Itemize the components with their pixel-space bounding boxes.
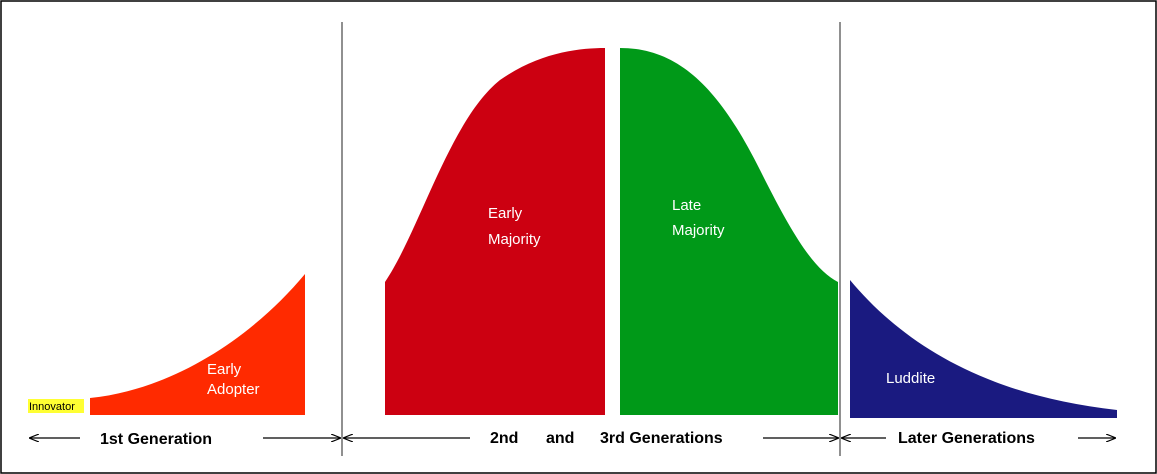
generation-label: 1st Generation [100,431,212,448]
early-majority-label: Majority [488,231,541,248]
early-majority-area [385,48,605,415]
generation-label: Later Generations [898,430,1035,447]
late-majority-area [620,48,838,415]
early-adopter-label: Early [207,361,242,378]
innovator-highlight [28,399,84,413]
early-adopter-area [90,274,305,415]
early-adopter-label: Adopter [207,381,260,398]
luddite-label: Luddite [886,370,935,387]
late-majority-label: Late [672,197,701,214]
early-majority-label: Early [488,205,523,222]
luddite-area [850,280,1117,418]
generation-label: and [546,430,574,447]
innovator-label: Innovator [29,401,75,413]
generation-label: 2nd [490,430,518,447]
late-majority-label: Majority [672,222,725,239]
generation-label: 3rd Generations [600,430,723,447]
